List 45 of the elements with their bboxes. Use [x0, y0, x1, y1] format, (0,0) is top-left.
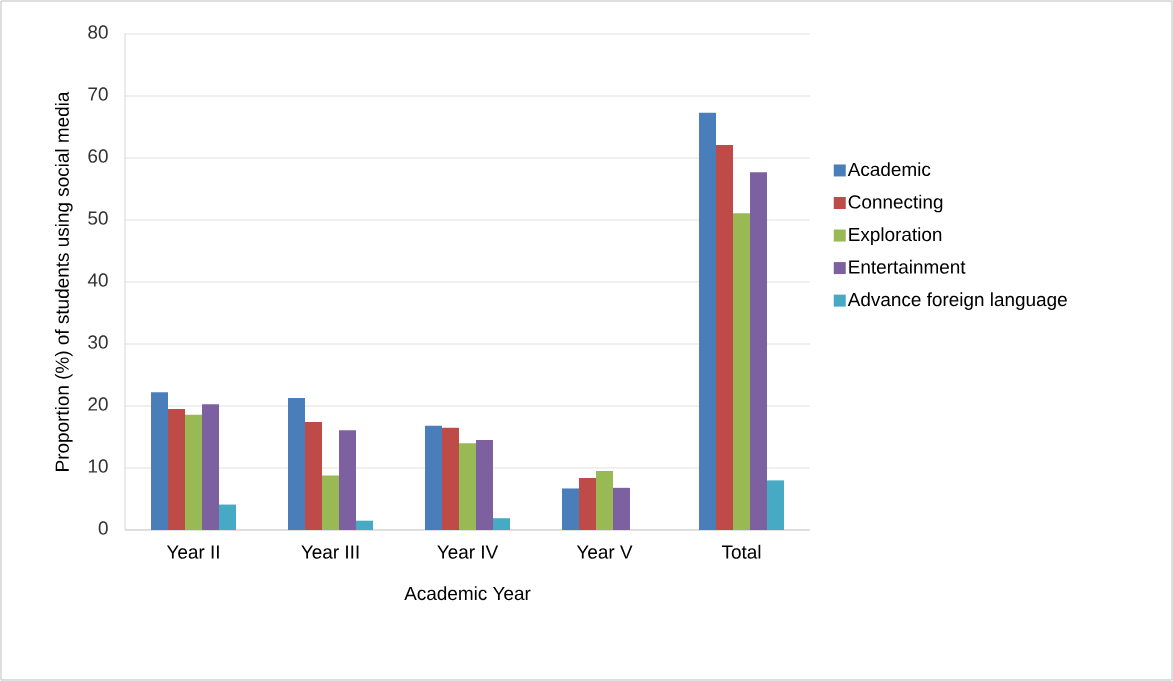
y-tick-label: 50: [88, 211, 108, 225]
y-tick-label: 60: [88, 149, 108, 163]
x-axis-title: Academic Year: [404, 586, 531, 601]
bar: [322, 475, 340, 530]
x-tick-label: Year II: [166, 545, 219, 559]
bar: [476, 440, 494, 530]
bar: [562, 488, 580, 530]
bar: [613, 487, 631, 530]
bar: [305, 422, 323, 530]
y-tick-label: 40: [87, 273, 108, 287]
y-tick-label: 30: [88, 335, 108, 349]
bar: [716, 144, 734, 530]
bar: [493, 518, 511, 530]
legend-label: Exploration: [849, 227, 942, 245]
bar: [699, 112, 717, 530]
bar: [733, 213, 751, 530]
bar: [219, 504, 237, 530]
y-tick-label: 80: [88, 25, 108, 39]
legend-label: Entertainment: [849, 259, 966, 274]
y-axis-title: Proportion (%) of students using social media: [54, 91, 73, 471]
bar: [596, 471, 614, 530]
x-tick-label: Year III: [301, 545, 359, 559]
bar: [168, 409, 186, 530]
bar: [767, 480, 785, 530]
bar: [356, 520, 374, 530]
legend-label: Advance foreign language: [847, 292, 1067, 310]
y-tick-label: 0: [98, 521, 108, 535]
bar: [339, 430, 357, 530]
y-tick-label: 10: [88, 459, 108, 473]
bar: [425, 425, 443, 530]
bar: [185, 414, 203, 530]
legend-label: Academic: [847, 162, 931, 177]
bar: [202, 404, 220, 530]
y-tick-label: 20: [88, 397, 108, 411]
bar: [579, 477, 597, 530]
y-tick-label: 70: [88, 87, 108, 101]
bar: [288, 397, 306, 530]
bar: [442, 427, 460, 530]
x-tick-label: Year V: [576, 545, 633, 559]
legend-label: Connecting: [848, 194, 943, 213]
bar: [750, 172, 768, 530]
bar: [459, 443, 477, 530]
x-tick-label: Total: [721, 544, 761, 559]
bar: [151, 392, 169, 530]
x-tick-label: Year IV: [437, 545, 499, 559]
